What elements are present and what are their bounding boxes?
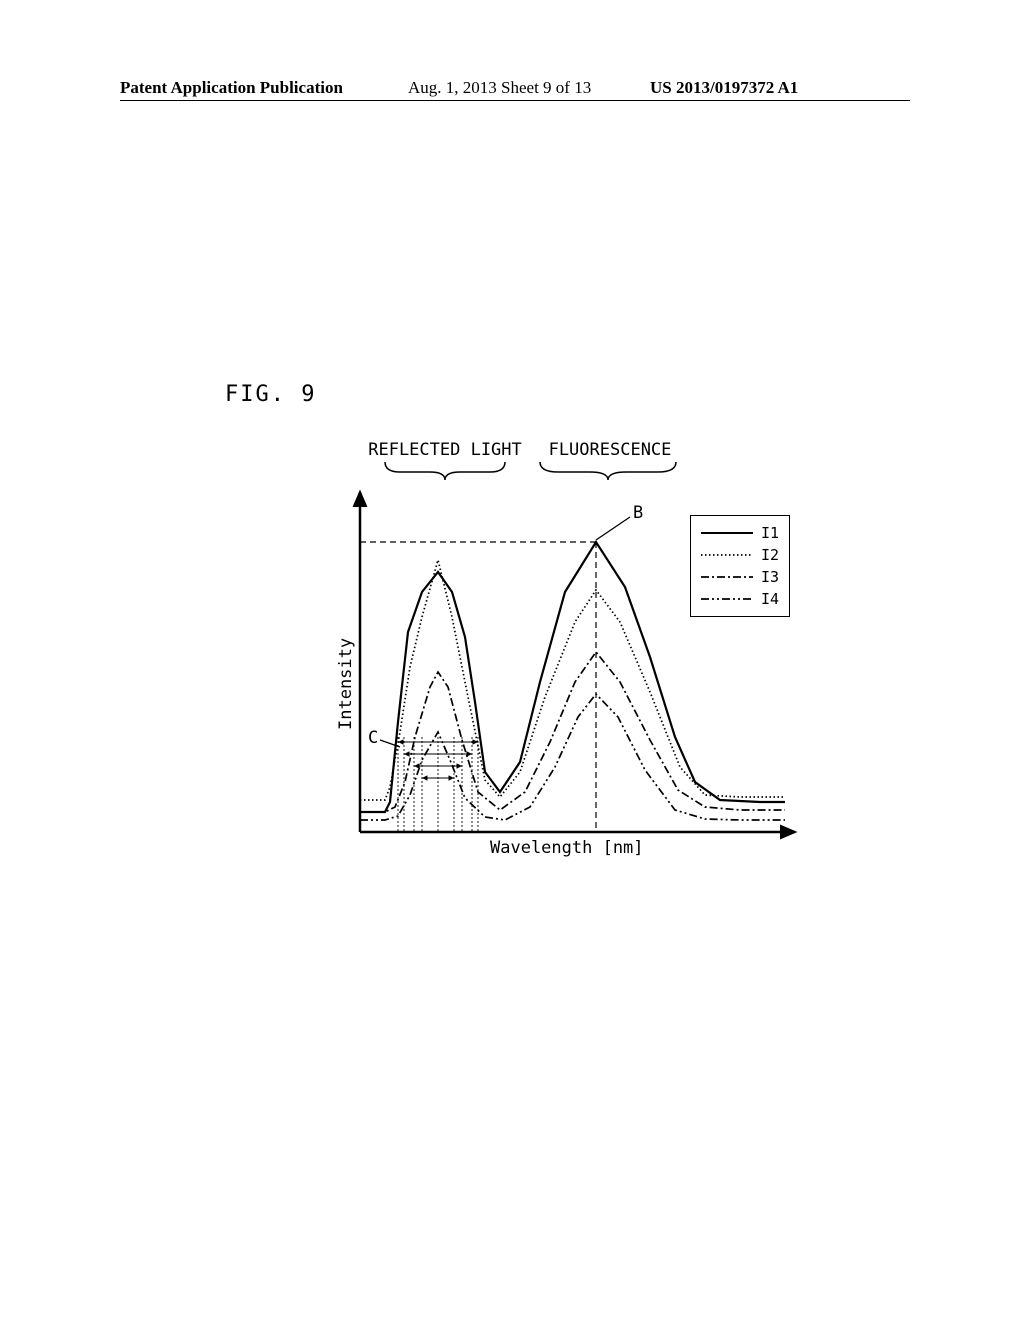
legend-item: I4: [701, 588, 779, 610]
legend: I1 I2 I3 I4: [690, 515, 790, 617]
figure-label: FIG. 9: [225, 382, 316, 407]
chart: REFLECTED LIGHT FLUORESCENCE: [290, 440, 810, 865]
legend-line-dot-icon: [701, 544, 753, 566]
legend-label: I3: [761, 568, 779, 586]
legend-label: I2: [761, 546, 779, 564]
marker-b-leader: [596, 517, 630, 540]
x-axis-label: Wavelength [nm]: [490, 838, 644, 858]
legend-label: I4: [761, 590, 779, 608]
legend-item: I1: [701, 522, 779, 544]
y-axis-label: Intensity: [336, 638, 356, 730]
marker-b-label: B: [633, 503, 643, 523]
legend-item: I3: [701, 566, 779, 588]
region-label-fluorescence: FLUORESCENCE: [540, 440, 680, 460]
legend-label: I1: [761, 524, 779, 542]
legend-line-solid-icon: [701, 522, 753, 544]
legend-item: I2: [701, 544, 779, 566]
legend-line-dashdot-icon: [701, 566, 753, 588]
header-right: US 2013/0197372 A1: [650, 78, 798, 98]
header-rule: [120, 100, 910, 101]
marker-c-label: C: [368, 728, 378, 748]
region-label-reflected: REFLECTED LIGHT: [365, 440, 525, 460]
region-braces: [290, 460, 810, 482]
series-I3: [360, 652, 785, 812]
header-center: Aug. 1, 2013 Sheet 9 of 13: [408, 78, 591, 98]
header-left: Patent Application Publication: [120, 78, 343, 98]
legend-line-dashdotdot-icon: [701, 588, 753, 610]
